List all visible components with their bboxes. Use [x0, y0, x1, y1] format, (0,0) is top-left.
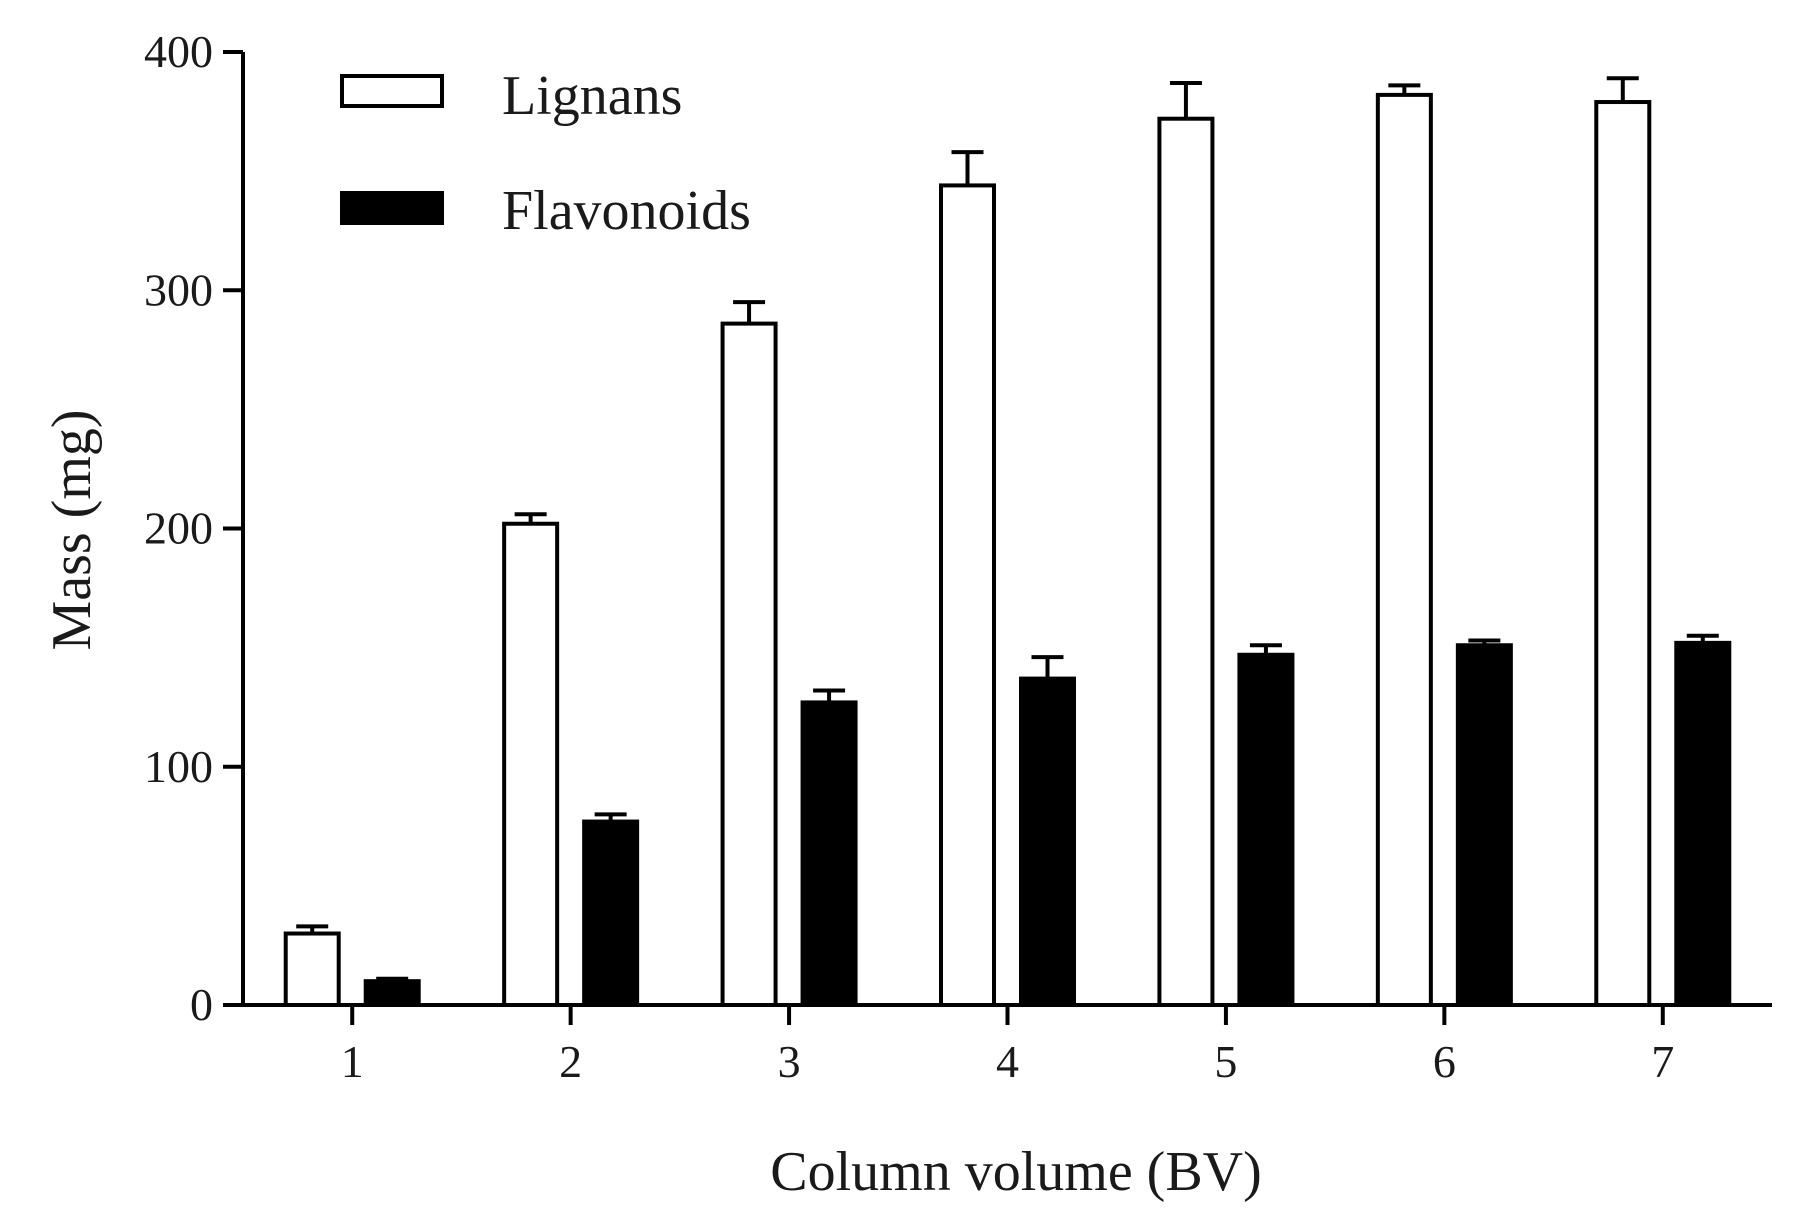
y-tick-label: 100: [144, 741, 213, 792]
bar-lignans: [939, 183, 996, 1008]
legend: Lignans Flavonoids: [340, 65, 751, 242]
bar-lignans: [283, 931, 341, 1008]
bar-flavonoids: [582, 819, 640, 1007]
legend-swatch-flavonoids: [340, 191, 444, 225]
y-tick-label: 0: [190, 979, 213, 1030]
legend-label-lignans: Lignans: [502, 65, 682, 127]
y-axis-title: Mass (mg): [41, 409, 103, 650]
x-tick-label: 3: [778, 1036, 801, 1087]
y-tick-label: 400: [144, 26, 213, 77]
bar-lignans: [502, 521, 560, 1007]
bar-lignans: [1594, 100, 1652, 1008]
legend-label-flavonoids: Flavonoids: [502, 180, 751, 242]
bar-lignans: [1375, 92, 1433, 1007]
y-axis: 0 100 200 300 400: [144, 26, 245, 1030]
bar-flavonoids: [363, 979, 421, 1007]
bar-flavonoids: [1674, 640, 1732, 1007]
y-tick-label: 200: [144, 503, 213, 554]
bar-lignans: [720, 321, 778, 1008]
x-axis-title: Column volume (BV): [770, 1141, 1262, 1203]
bar-flavonoids: [1237, 652, 1295, 1008]
x-tick-label: 2: [559, 1036, 582, 1087]
bar-flavonoids: [1455, 643, 1513, 1007]
y-tick-label: 300: [144, 264, 213, 315]
bar-lignans: [1157, 116, 1215, 1007]
legend-swatch-lignans: [340, 74, 444, 108]
x-tick-label: 6: [1433, 1036, 1456, 1087]
bar-flavonoids: [800, 700, 858, 1007]
plot-area: [283, 76, 1732, 1008]
x-tick-label: 7: [1651, 1036, 1674, 1087]
x-axis: 1 2 3 4 5 6 7: [243, 1003, 1772, 1087]
bar-flavonoids: [1019, 676, 1076, 1007]
x-tick-label: 1: [341, 1036, 364, 1087]
x-tick-label: 4: [996, 1036, 1019, 1087]
x-tick-label: 5: [1214, 1036, 1237, 1087]
